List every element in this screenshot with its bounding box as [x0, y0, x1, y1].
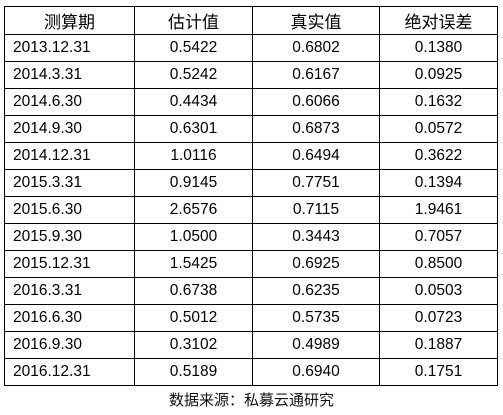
cell-period: 2014.12.31	[4, 142, 135, 170]
cell-estimate: 0.5189	[134, 358, 253, 386]
cell-period: 2015.9.30	[4, 223, 135, 251]
table-row: 2014.12.31 1.0116 0.6494 0.3622	[4, 142, 498, 170]
cell-period: 2016.9.30	[4, 331, 135, 359]
header-estimate: 估计值	[134, 6, 253, 35]
header-period: 测算期	[4, 6, 135, 35]
cell-period: 2015.6.30	[4, 196, 135, 224]
cell-period: 2016.6.30	[4, 304, 135, 332]
cell-estimate: 0.4434	[134, 88, 253, 116]
cell-estimate: 1.5425	[134, 250, 253, 278]
cell-abs-error: 0.0723	[379, 304, 498, 332]
cell-abs-error: 0.7057	[379, 223, 498, 251]
table-row: 2014.9.30 0.6301 0.6873 0.0572	[4, 115, 498, 143]
cell-actual: 0.6235	[252, 277, 380, 305]
table-header: 测算期 估计值 真实值 绝对误差	[4, 6, 498, 35]
cell-estimate: 0.9145	[134, 169, 253, 197]
cell-actual: 0.6940	[252, 358, 380, 386]
table-row: 2015.3.31 0.9145 0.7751 0.1394	[4, 169, 498, 197]
cell-actual: 0.6802	[252, 34, 380, 62]
cell-estimate: 0.6301	[134, 115, 253, 143]
header-abs-error: 绝对误差	[379, 6, 498, 35]
cell-estimate: 0.3102	[134, 331, 253, 359]
table-row: 2014.6.30 0.4434 0.6066 0.1632	[4, 88, 498, 116]
cell-actual: 0.6494	[252, 142, 380, 170]
table-row: 2015.6.30 2.6576 0.7115 1.9461	[4, 196, 498, 224]
table-row: 2014.3.31 0.5242 0.6167 0.0925	[4, 61, 498, 89]
cell-period: 2013.12.31	[4, 34, 135, 62]
cell-abs-error: 1.9461	[379, 196, 498, 224]
cell-abs-error: 0.0503	[379, 277, 498, 305]
table-container: 测算期 估计值 真实值 绝对误差 2013.12.31 0.5422 0.6802 0…	[4, 6, 498, 386]
cell-estimate: 2.6576	[134, 196, 253, 224]
cell-estimate: 0.6738	[134, 277, 253, 305]
cell-abs-error: 0.1380	[379, 34, 498, 62]
data-table: 测算期 估计值 真实值 绝对误差 2013.12.31 0.5422 0.6802 0…	[4, 6, 498, 386]
table-row: 2016.3.31 0.6738 0.6235 0.0503	[4, 277, 498, 305]
cell-period: 2014.3.31	[4, 61, 135, 89]
cell-actual: 0.3443	[252, 223, 380, 251]
cell-period: 2015.3.31	[4, 169, 135, 197]
cell-abs-error: 0.1887	[379, 331, 498, 359]
cell-abs-error: 0.0925	[379, 61, 498, 89]
table-body: 2013.12.31 0.5422 0.6802 0.1380 2014.3.31 0.5…	[4, 34, 498, 386]
cell-abs-error: 0.1751	[379, 358, 498, 386]
header-row: 测算期 估计值 真实值 绝对误差	[4, 6, 498, 35]
cell-period: 2015.12.31	[4, 250, 135, 278]
header-actual: 真实值	[252, 6, 380, 35]
cell-abs-error: 0.3622	[379, 142, 498, 170]
cell-period: 2016.3.31	[4, 277, 135, 305]
cell-estimate: 1.0116	[134, 142, 253, 170]
table-row: 2016.12.31 0.5189 0.6940 0.1751	[4, 358, 498, 386]
cell-period: 2014.6.30	[4, 88, 135, 116]
cell-actual: 0.6873	[252, 115, 380, 143]
cell-estimate: 1.0500	[134, 223, 253, 251]
table-row: 2015.9.30 1.0500 0.3443 0.7057	[4, 223, 498, 251]
cell-period: 2016.12.31	[4, 358, 135, 386]
cell-actual: 0.6925	[252, 250, 380, 278]
cell-abs-error: 0.1632	[379, 88, 498, 116]
cell-abs-error: 0.0572	[379, 115, 498, 143]
table-row: 2013.12.31 0.5422 0.6802 0.1380	[4, 34, 498, 62]
cell-actual: 0.6066	[252, 88, 380, 116]
cell-actual: 0.4989	[252, 331, 380, 359]
cell-estimate: 0.5012	[134, 304, 253, 332]
cell-abs-error: 0.8500	[379, 250, 498, 278]
cell-actual: 0.6167	[252, 61, 380, 89]
cell-actual: 0.7751	[252, 169, 380, 197]
table-row: 2016.6.30 0.5012 0.5735 0.0723	[4, 304, 498, 332]
cell-abs-error: 0.1394	[379, 169, 498, 197]
cell-period: 2014.9.30	[4, 115, 135, 143]
table-row: 2015.12.31 1.5425 0.6925 0.8500	[4, 250, 498, 278]
cell-estimate: 0.5242	[134, 61, 253, 89]
cell-actual: 0.7115	[252, 196, 380, 224]
table-row: 2016.9.30 0.3102 0.4989 0.1887	[4, 331, 498, 359]
cell-estimate: 0.5422	[134, 34, 253, 62]
cell-actual: 0.5735	[252, 304, 380, 332]
source-note: 数据来源：私募云通研究	[168, 391, 334, 409]
